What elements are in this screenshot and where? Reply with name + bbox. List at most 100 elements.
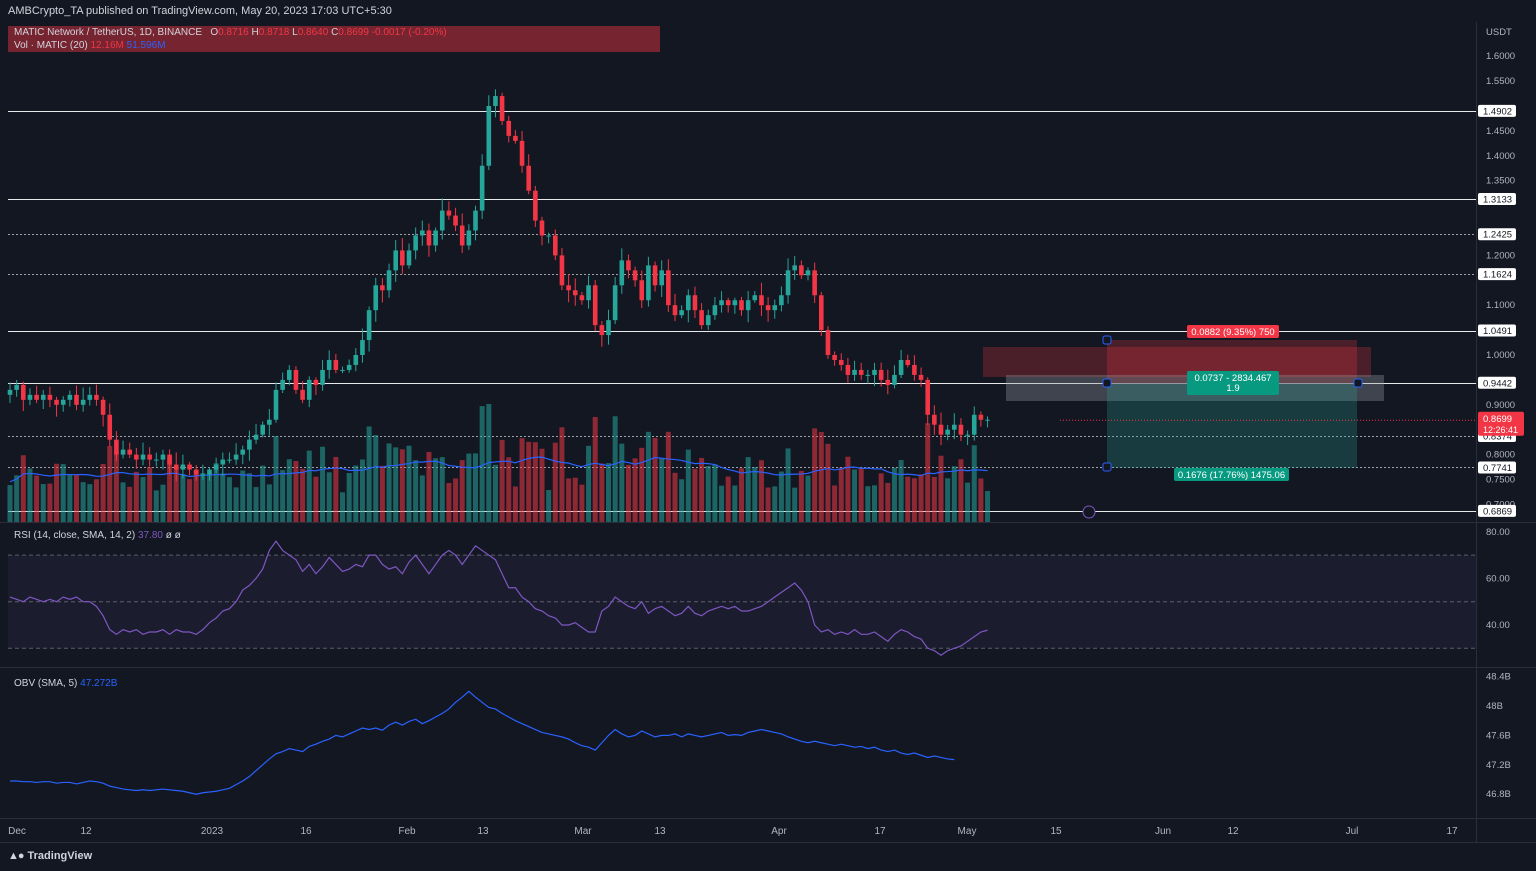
candle-body xyxy=(586,285,591,301)
volume-bar xyxy=(699,457,705,522)
volume-bar xyxy=(778,471,784,522)
tradingview-logo[interactable]: ▲● TradingView xyxy=(8,850,92,862)
volume-bar xyxy=(705,465,711,522)
volume-bar xyxy=(978,478,984,522)
obv-label: OBV (SMA, 5) xyxy=(14,678,78,689)
entry-label-bg xyxy=(1187,371,1279,395)
level-label-bg xyxy=(1478,504,1516,517)
candle-body xyxy=(87,394,93,400)
candle-body xyxy=(413,235,418,251)
volume-bar xyxy=(340,492,345,522)
level-label-bg xyxy=(1478,376,1516,389)
volume-bar xyxy=(739,468,744,522)
candle-body xyxy=(606,320,611,336)
candle-body xyxy=(120,449,126,455)
volume-bar xyxy=(931,476,937,522)
candle-body xyxy=(539,220,545,236)
candle-body xyxy=(852,369,857,375)
volume-bar xyxy=(393,447,399,522)
candle-body xyxy=(925,379,930,415)
obv-tick: 47.6B xyxy=(1486,730,1511,741)
price-tick: 1.4500 xyxy=(1486,126,1515,137)
volume-bar xyxy=(120,482,126,522)
volume-bar xyxy=(133,471,139,522)
volume-bar xyxy=(320,446,326,522)
candle-body xyxy=(865,374,871,376)
open-value: 0.8716 xyxy=(218,27,249,38)
volume-bar xyxy=(872,485,877,522)
candle-body xyxy=(659,270,664,286)
time-label: 13 xyxy=(654,826,666,837)
obv-tick: 48B xyxy=(1486,701,1503,712)
volume-bar xyxy=(473,453,478,522)
rsi-tick: 60.00 xyxy=(1486,573,1510,584)
level-label-bg xyxy=(1478,268,1516,281)
time-label: 17 xyxy=(1446,826,1458,837)
candle-body xyxy=(506,120,512,136)
candle-body xyxy=(100,399,106,415)
candle-body xyxy=(858,369,864,375)
volume-bar xyxy=(173,466,179,522)
time-label: 15 xyxy=(1050,826,1062,837)
volume-bar xyxy=(333,456,339,522)
candle-body xyxy=(666,270,671,306)
high-label: H xyxy=(251,27,259,38)
volume-bar xyxy=(353,465,359,522)
ohlc-row: MATIC Network / TetherUS, 1D, BINANCE O0… xyxy=(14,26,660,39)
candle-body xyxy=(566,285,571,291)
level-label-bg xyxy=(1478,192,1516,205)
volume-label: Vol · MATIC (20) xyxy=(14,40,88,51)
price-chart[interactable]: USDT 1.6000 1.5500 1.4500 1.4000 1.3500 1.2000… xyxy=(0,0,1536,842)
symbol-legend[interactable]: MATIC Network / TetherUS, 1D, BINANCE O0… xyxy=(8,26,660,52)
volume-bar xyxy=(226,477,232,522)
time-label: Apr xyxy=(771,826,787,837)
candle-body xyxy=(160,454,166,460)
volume-bar xyxy=(54,463,60,522)
candle-body xyxy=(280,379,285,390)
position-handle xyxy=(1102,462,1112,472)
volume-bar xyxy=(652,437,658,522)
volume-bar xyxy=(685,449,691,522)
position-handle xyxy=(1353,378,1363,388)
volume-bar xyxy=(586,445,592,522)
price-tick: 1.0000 xyxy=(1486,350,1515,361)
candle-body xyxy=(300,389,305,400)
candle-body xyxy=(785,270,791,296)
price-tick: 1.1000 xyxy=(1486,300,1515,311)
obv-legend[interactable]: OBV (SMA, 5) 47.272B xyxy=(14,678,117,689)
candle-body xyxy=(639,280,645,301)
position-handle xyxy=(1102,335,1112,345)
time-label: Mar xyxy=(574,826,592,837)
candle-body xyxy=(240,449,246,455)
candle-body xyxy=(745,300,751,311)
volume-bar xyxy=(446,482,452,522)
volume-bar xyxy=(433,458,439,522)
volume-bar xyxy=(266,484,272,522)
volume-bar xyxy=(100,464,106,522)
candle-body xyxy=(832,355,837,360)
candle-body xyxy=(287,369,292,380)
level-label: 1.3133 xyxy=(1483,194,1512,205)
candle-body xyxy=(94,394,99,400)
brand-name: TradingView xyxy=(27,850,93,862)
volume-bar xyxy=(293,460,299,522)
volume-bar xyxy=(147,467,153,522)
volume-bar xyxy=(599,463,605,522)
candle-body xyxy=(373,285,379,311)
volume-bar xyxy=(506,457,512,522)
current-price-bg xyxy=(1478,411,1524,436)
candle-body xyxy=(439,210,445,231)
volume-bar xyxy=(792,487,798,522)
volume-bar xyxy=(27,468,33,522)
volume-bar xyxy=(958,459,964,522)
low-value: 0.8640 xyxy=(297,27,329,38)
candle-body xyxy=(845,364,851,375)
level-label: 1.4902 xyxy=(1483,106,1512,117)
candle-body xyxy=(433,230,438,246)
candle-body xyxy=(932,414,937,425)
rsi-legend[interactable]: RSI (14, close, SMA, 14, 2) 37.80 ø ø xyxy=(14,530,181,541)
volume-ma-value: 51.596M xyxy=(126,40,166,51)
price-axis-currency: USDT xyxy=(1486,27,1512,38)
volume-bar xyxy=(180,474,186,522)
volume-bar xyxy=(951,466,957,522)
